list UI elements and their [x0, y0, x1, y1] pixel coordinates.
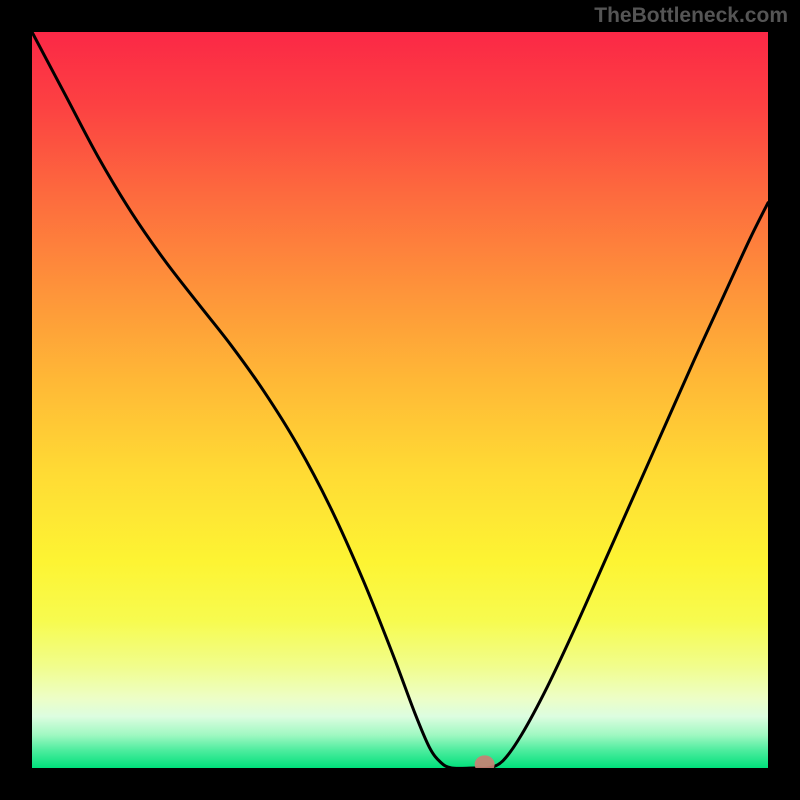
watermark-text: TheBottleneck.com [594, 4, 788, 28]
chart-svg [32, 32, 768, 768]
chart-plot-area [32, 32, 768, 768]
gradient-background [32, 32, 768, 768]
